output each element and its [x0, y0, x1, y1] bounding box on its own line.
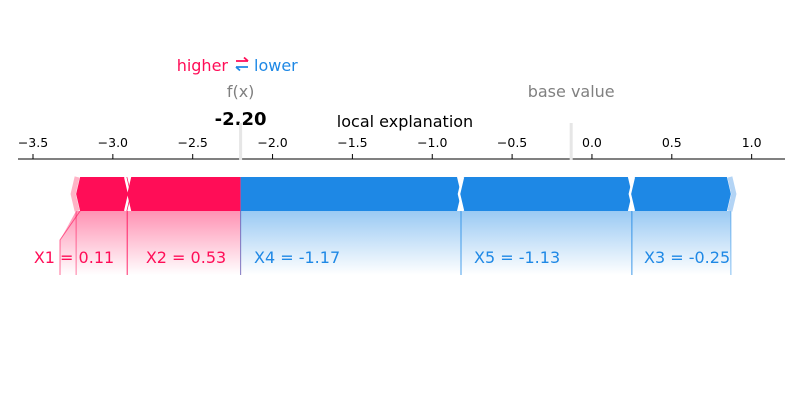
force-bar-x5 [457, 177, 632, 211]
force-bar-x1 [76, 177, 132, 211]
chart-title: local explanation [337, 112, 473, 131]
connector-region [240, 211, 461, 275]
x-tick-label: −1.5 [337, 135, 367, 150]
legend-lower-label: lower [254, 56, 298, 75]
connector-region [60, 211, 128, 275]
bar-end-cap [70, 176, 80, 212]
force-bar-x2 [127, 177, 241, 211]
x-tick-label: −3.0 [98, 135, 128, 150]
feature-label-x4: X4 = -1.17 [254, 248, 340, 267]
feature-label-x5: X5 = -1.13 [474, 248, 560, 267]
fx-value: -2.20 [215, 109, 267, 130]
x-tick-label: 1.0 [742, 135, 762, 150]
x-tick-label: −0.5 [497, 135, 527, 150]
legend-arrows-icon [235, 56, 249, 72]
label-connectors [59, 210, 732, 275]
connector-region [127, 211, 241, 275]
x-tick-label: 0.5 [662, 135, 682, 150]
force-bar-x4 [240, 177, 461, 211]
bar-separator [628, 176, 636, 212]
x-tick-label: −3.5 [18, 135, 48, 150]
connector-region [631, 211, 731, 275]
x-tick-label: −1.0 [417, 135, 447, 150]
feature-label-x1: X1 = 0.11 [34, 248, 114, 267]
legend-higher-label: higher [177, 56, 229, 75]
feature-label-x2: X2 = 0.53 [146, 248, 226, 267]
x-tick-label: −2.5 [178, 135, 208, 150]
bar-separator [457, 176, 465, 212]
x-tick-label: −2.0 [257, 135, 287, 150]
feature-labels: X1 = 0.11 X2 = 0.53 X4 = -1.17 X5 = -1.13 X3… [34, 248, 730, 267]
feature-label-x3: X3 = -0.25 [644, 248, 730, 267]
x-axis-ticks: −3.5 −3.0 −2.5 −2.0 −1.5 −1.0 −0.5 0.0 0.5 1.0 [18, 135, 762, 159]
base-value-label: base value [528, 82, 615, 101]
bar-end-cap [727, 176, 737, 212]
force-bars [70, 176, 737, 212]
x-tick-label: 0.0 [582, 135, 602, 150]
connector-region [460, 211, 632, 275]
force-bar-x3 [628, 177, 731, 211]
fx-label: f(x) [227, 82, 255, 101]
